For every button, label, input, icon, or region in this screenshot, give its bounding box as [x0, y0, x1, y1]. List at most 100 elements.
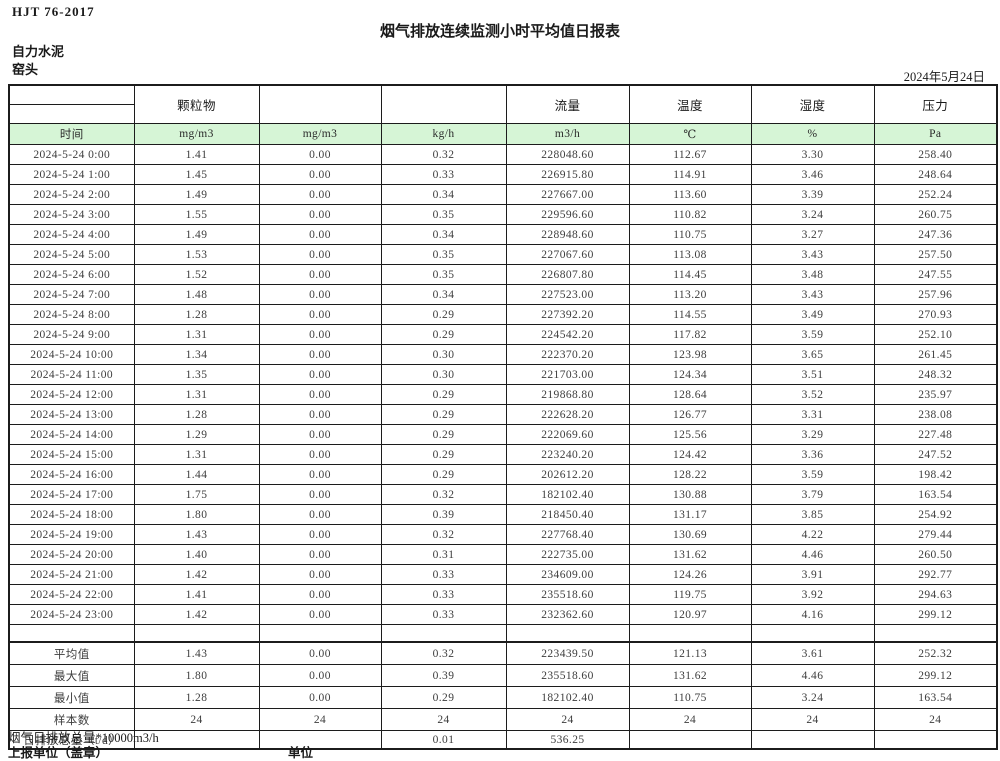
value-cell: 223439.50 — [505, 641, 630, 665]
row-label-cell: 2024-5-24 6:00 — [8, 264, 135, 285]
value-cell: 0.29 — [380, 404, 507, 425]
value-cell: 3.59 — [750, 464, 875, 485]
value-cell: 257.50 — [873, 244, 998, 265]
value-cell: 218450.40 — [505, 504, 630, 525]
value-cell: 117.82 — [628, 324, 752, 345]
value-cell: 1.43 — [133, 524, 260, 545]
table-row: 2024-5-24 16:00 1.44 0.00 0.29 202612.20 128.… — [8, 464, 998, 485]
value-cell: 3.36 — [750, 444, 875, 465]
group-header-row: 颗粒物 流量 温度 湿度 压力 — [8, 84, 998, 124]
value-cell: 112.67 — [628, 144, 752, 165]
value-cell: 222370.20 — [505, 344, 630, 365]
value-cell: 0.35 — [380, 244, 507, 265]
value-cell: 0.39 — [380, 504, 507, 525]
value-cell: 3.79 — [750, 484, 875, 505]
value-cell: 4.22 — [750, 524, 875, 545]
table-row: 2024-5-24 19:00 1.43 0.00 0.32 227768.40 130.… — [8, 524, 998, 545]
row-label-cell: 平均值 — [8, 641, 135, 665]
value-cell: 0.00 — [258, 204, 382, 225]
value-cell — [380, 624, 507, 643]
value-cell: 227768.40 — [505, 524, 630, 545]
row-label-cell: 2024-5-24 0:00 — [8, 144, 135, 165]
value-cell: 222628.20 — [505, 404, 630, 425]
value-cell: 114.45 — [628, 264, 752, 285]
value-cell: 182102.40 — [505, 686, 630, 709]
value-cell: 24 — [380, 708, 507, 731]
unit-cell: m3/h — [505, 123, 630, 145]
value-cell: 1.44 — [133, 464, 260, 485]
value-cell: 0.00 — [258, 564, 382, 585]
value-cell: 0.00 — [258, 324, 382, 345]
page-title: 烟气排放连续监测小时平均值日报表 — [379, 24, 620, 40]
value-cell: 131.62 — [628, 544, 752, 565]
value-cell: 1.49 — [133, 224, 260, 245]
value-cell: 3.43 — [750, 244, 875, 265]
value-cell: 130.88 — [628, 484, 752, 505]
unit-label: 单位 — [288, 746, 314, 760]
value-cell: 202612.20 — [505, 464, 630, 485]
value-cell: 3.31 — [750, 404, 875, 425]
table-row: 2024-5-24 11:00 1.35 0.00 0.30 221703.00 124.… — [8, 364, 998, 385]
value-cell: 0.29 — [380, 424, 507, 445]
value-cell: 248.32 — [873, 364, 998, 385]
table-row: 2024-5-24 5:00 1.53 0.00 0.35 227067.60 113.0… — [8, 244, 998, 265]
row-label-cell — [8, 624, 135, 643]
table-row: 2024-5-24 21:00 1.42 0.00 0.33 234609.00 124.… — [8, 564, 998, 585]
value-cell: 227667.00 — [505, 184, 630, 205]
value-cell: 261.45 — [873, 344, 998, 365]
value-cell: 1.41 — [133, 144, 260, 165]
column-header-humidity: 湿度 — [750, 84, 875, 124]
value-cell: 0.29 — [380, 464, 507, 485]
value-cell: 0.39 — [380, 664, 507, 687]
row-label-cell: 2024-5-24 22:00 — [8, 584, 135, 605]
value-cell: 221703.00 — [505, 364, 630, 385]
column-header-flow: 流量 — [505, 84, 630, 124]
value-cell: 0.00 — [258, 604, 382, 625]
value-cell: 0.00 — [258, 164, 382, 185]
value-cell — [258, 624, 382, 643]
value-cell: 260.50 — [873, 544, 998, 565]
value-cell: 252.10 — [873, 324, 998, 345]
value-cell: 3.30 — [750, 144, 875, 165]
value-cell: 0.00 — [258, 641, 382, 665]
value-cell: 124.34 — [628, 364, 752, 385]
row-label-cell: 2024-5-24 15:00 — [8, 444, 135, 465]
value-cell: 0.00 — [258, 504, 382, 525]
report-date: 2024年5月24日 — [903, 70, 985, 84]
value-cell: 279.44 — [873, 524, 998, 545]
value-cell: 234609.00 — [505, 564, 630, 585]
value-cell: 0.00 — [258, 184, 382, 205]
value-cell: 229596.60 — [505, 204, 630, 225]
value-cell: 3.92 — [750, 584, 875, 605]
value-cell: 1.31 — [133, 324, 260, 345]
value-cell: 0.00 — [258, 344, 382, 365]
value-cell: 0.33 — [380, 164, 507, 185]
unit-cell: ℃ — [628, 123, 752, 145]
row-label-cell: 日排放总量（t/d） — [8, 730, 135, 750]
row-label-cell: 2024-5-24 7:00 — [8, 284, 135, 305]
table-row: 2024-5-24 6:00 1.52 0.00 0.35 226807.80 114.4… — [8, 264, 998, 285]
value-cell: 235518.60 — [505, 664, 630, 687]
value-cell: 1.31 — [133, 384, 260, 405]
row-label-cell: 2024-5-24 23:00 — [8, 604, 135, 625]
value-cell: 0.00 — [258, 244, 382, 265]
value-cell: 228948.60 — [505, 224, 630, 245]
value-cell: 3.52 — [750, 384, 875, 405]
value-cell: 1.75 — [133, 484, 260, 505]
value-cell: 3.43 — [750, 284, 875, 305]
value-cell: 0.34 — [380, 184, 507, 205]
value-cell: 3.29 — [750, 424, 875, 445]
value-cell: 0.34 — [380, 224, 507, 245]
value-cell: 114.91 — [628, 164, 752, 185]
row-label-cell: 2024-5-24 11:00 — [8, 364, 135, 385]
value-cell: 1.52 — [133, 264, 260, 285]
value-cell: 1.80 — [133, 664, 260, 687]
row-label-cell: 2024-5-24 8:00 — [8, 304, 135, 325]
value-cell: 1.41 — [133, 584, 260, 605]
value-cell: 0.33 — [380, 584, 507, 605]
value-cell: 235.97 — [873, 384, 998, 405]
column-header-blank-1 — [258, 84, 382, 124]
value-cell: 254.92 — [873, 504, 998, 525]
value-cell: 0.30 — [380, 344, 507, 365]
value-cell — [505, 624, 630, 643]
